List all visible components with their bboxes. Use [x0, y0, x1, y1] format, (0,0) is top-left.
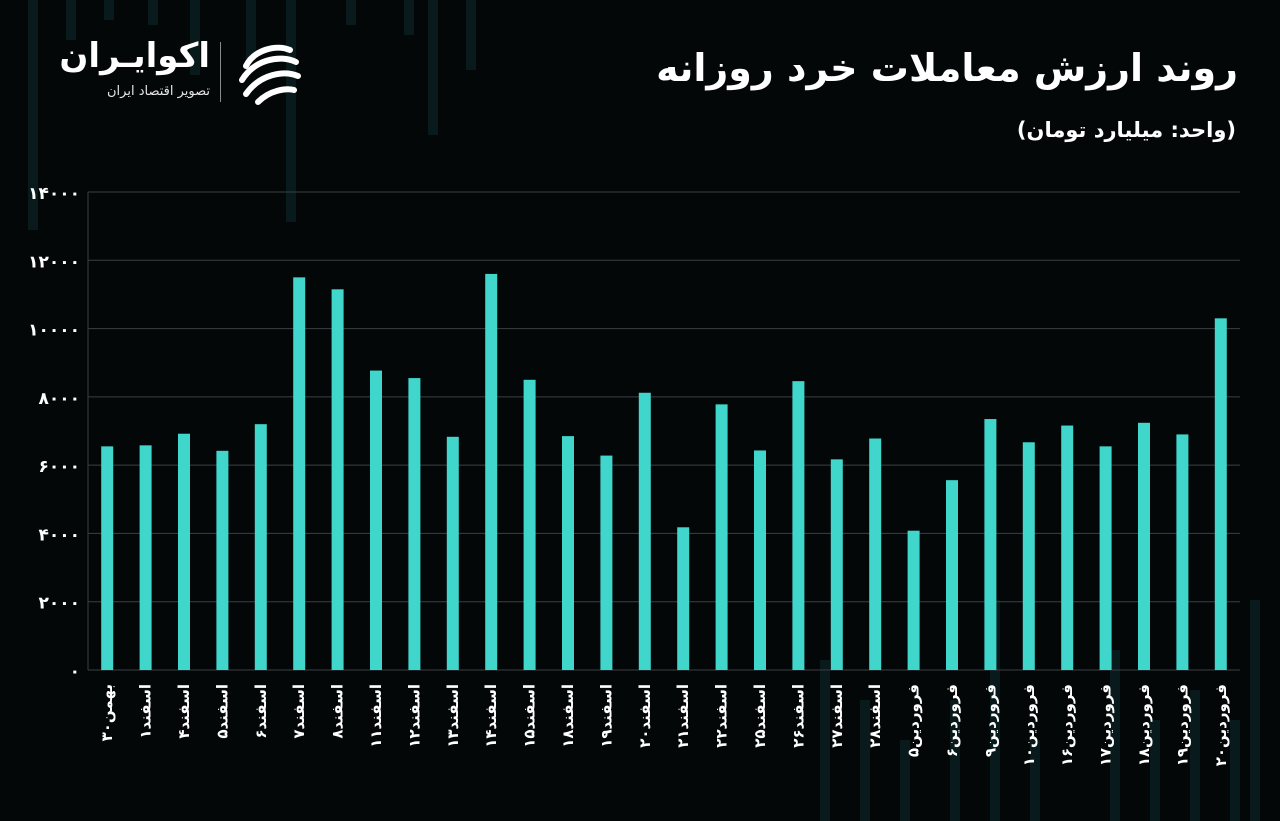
x-tick-label: فروردین۱۸	[1135, 684, 1153, 766]
x-tick-label: فروردین۲۰	[1212, 684, 1230, 766]
y-tick-label: ۴۰۰۰	[38, 525, 80, 545]
bar	[523, 379, 536, 670]
x-tick-label: اسفند۱۴	[482, 684, 500, 748]
background-candle	[1110, 650, 1120, 821]
background-candle	[66, 0, 76, 40]
x-tick-label: اسفند۲۰	[636, 684, 654, 748]
logo-divider	[220, 42, 221, 102]
brand-mark-icon	[239, 44, 301, 105]
bar	[638, 392, 651, 670]
x-tick-label: اسفند۱۲	[405, 684, 423, 748]
background-candle	[104, 0, 114, 20]
x-tick-label: اسفند۲۲	[713, 684, 731, 748]
x-tick-label: اسفند۱۸	[559, 684, 577, 748]
bar	[600, 455, 613, 670]
bar	[677, 527, 690, 670]
bar	[907, 530, 920, 670]
bar	[331, 289, 344, 670]
x-tick-label: بهمن۳۰	[98, 684, 116, 741]
x-tick-label: اسفند۱۳	[444, 684, 462, 748]
background-candle	[860, 700, 870, 821]
x-tick-label: اسفند۸	[329, 684, 347, 739]
y-tick-label: ۸۰۰۰	[38, 389, 80, 409]
bar	[830, 459, 843, 670]
bar	[293, 277, 306, 670]
bar	[216, 450, 229, 670]
chart-title: روند ارزش معاملات خرد روزانه	[656, 46, 1238, 90]
bar	[946, 480, 958, 670]
bar	[370, 370, 382, 670]
x-tick-label: اسفند۷	[290, 684, 308, 739]
background-candle	[246, 0, 256, 60]
bar	[408, 378, 421, 670]
bar	[139, 445, 152, 670]
y-tick-label: ۶۰۰۰	[38, 457, 80, 477]
x-tick-label: فروردین۱۶	[1058, 684, 1076, 766]
x-tick-label: فروردین۹	[981, 684, 999, 757]
y-tick-label: ۰	[70, 662, 80, 682]
bar	[792, 381, 805, 670]
x-tick-label: اسفند۱۹	[597, 684, 615, 748]
bar	[1022, 442, 1035, 670]
background-candle	[466, 0, 476, 70]
bar	[101, 446, 114, 670]
background-candle	[148, 0, 158, 25]
x-tick-label: اسفند۶	[252, 684, 270, 739]
bar	[254, 424, 267, 670]
background-candle	[28, 0, 38, 230]
bar	[869, 438, 882, 670]
bar	[1138, 422, 1150, 670]
bar	[715, 404, 728, 670]
background-candle	[428, 0, 438, 135]
background-candle	[1150, 720, 1160, 821]
brand-logo: اکوایـران تصویر اقتصاد ایران	[50, 34, 310, 110]
x-tick-label: اسفند۲۱	[674, 684, 692, 748]
x-tick-label: فروردین۱۹	[1173, 684, 1191, 766]
bar	[1061, 425, 1074, 670]
brand-tagline: تصویر اقتصاد ایران	[107, 84, 210, 99]
brand-name: اکوایـران	[59, 36, 210, 76]
y-tick-label: ۱۲۰۰۰	[28, 252, 80, 272]
unit-subtitle: (واحد: میلیارد تومان)	[1016, 118, 1236, 142]
x-tick-label: اسفند۱۱	[367, 684, 385, 748]
background-candle	[346, 0, 356, 25]
bar	[1099, 446, 1112, 670]
background-candle	[820, 660, 830, 821]
x-tick-label: اسفند۲۷	[828, 684, 846, 748]
y-tick-label: ۱۰۰۰۰	[28, 321, 80, 341]
x-tick-label: فروردین۱۷	[1097, 684, 1115, 766]
bar	[562, 436, 574, 670]
background-candle	[1030, 740, 1040, 821]
x-tick-label: اسفند۲۶	[789, 684, 807, 748]
background-candle	[404, 0, 414, 35]
background-candle	[286, 0, 296, 222]
x-tick-label: اسفند۲۸	[866, 684, 884, 748]
x-tick-label: فروردین۶	[943, 684, 961, 757]
bar	[446, 436, 459, 670]
background-candle	[1250, 600, 1260, 821]
bar	[1176, 434, 1189, 670]
x-tick-label: اسفند۴	[175, 684, 193, 739]
x-tick-label: فروردین۱۰	[1020, 684, 1038, 766]
bar	[485, 273, 498, 670]
background-candle	[950, 700, 960, 821]
background-candle	[1190, 690, 1200, 821]
bar	[178, 433, 190, 670]
x-tick-label: اسفند۲۵	[751, 684, 769, 748]
background-candle	[900, 740, 910, 821]
background-candle	[990, 600, 1000, 821]
x-tick-label: فروردین۵	[905, 684, 923, 757]
x-tick-label: اسفند۱۵	[521, 684, 539, 748]
bar	[1214, 318, 1227, 670]
x-tick-label: اسفند۵	[213, 684, 231, 739]
background-candle	[190, 0, 200, 75]
x-tick-label: اسفند۱	[137, 684, 155, 739]
bar	[984, 419, 997, 670]
bar	[754, 450, 766, 670]
background-candle	[1230, 720, 1240, 821]
y-tick-label: ۲۰۰۰	[38, 594, 80, 614]
y-tick-label: ۱۴۰۰۰	[28, 184, 80, 204]
